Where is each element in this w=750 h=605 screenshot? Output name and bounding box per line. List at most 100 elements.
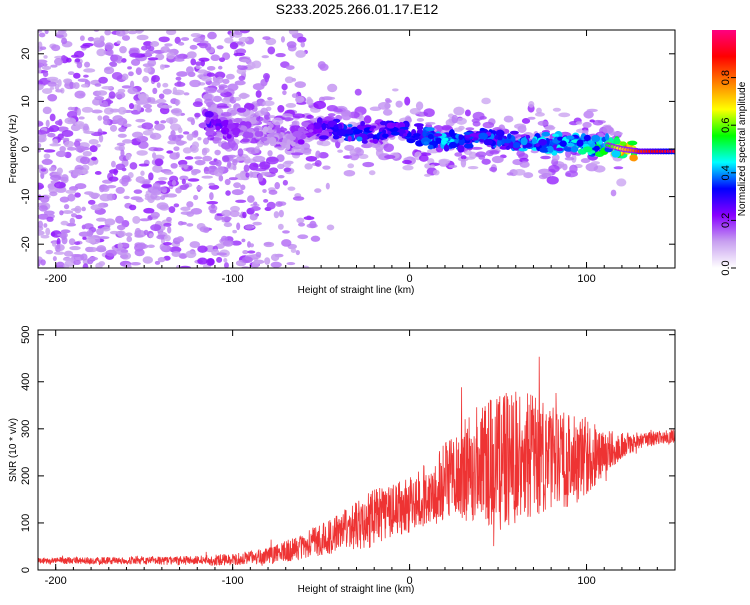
spectrogram-halo-blob [315, 150, 321, 159]
spectrogram-noise-blob [67, 106, 74, 111]
spectrogram-halo-blob [404, 96, 411, 106]
spectrogram-noise-blob [43, 223, 48, 228]
spectrogram-noise-blob [153, 154, 165, 161]
spectrogram-noise-blob [126, 236, 133, 243]
spectrogram-noise-blob [63, 204, 70, 210]
spectrogram-noise-blob [240, 184, 246, 191]
spectrogram-noise-blob [38, 83, 44, 91]
spectrogram-noise-blob [160, 195, 166, 201]
spectrogram-noise-blob [165, 117, 178, 124]
spectrogram-ridge-blob [204, 110, 214, 118]
spectrogram-halo-blob [333, 108, 343, 113]
spectrogram-noise-blob [203, 86, 210, 91]
spectrogram-noise-blob [123, 123, 132, 128]
spectrogram-noise-blob [201, 175, 214, 179]
spectrogram-halo-blob [268, 115, 276, 119]
spectrogram-noise-blob [121, 242, 130, 248]
spectrogram-noise-blob [66, 57, 72, 63]
spectrogram-halo-blob [418, 154, 429, 162]
spectrogram-ridge-blob [627, 140, 638, 146]
spectrogram-noise-blob [176, 71, 188, 77]
spectrogram-halo-blob [392, 88, 399, 92]
spectrogram-ridge-blob [268, 136, 277, 145]
snr-ylabel: SNR (10 * v/v) [8, 418, 19, 482]
spectrogram-noise-blob [306, 215, 312, 219]
spectrogram-noise-blob [222, 155, 230, 163]
spectrogram-halo-blob [314, 159, 322, 167]
spectrogram-noise-blob [125, 232, 133, 237]
spectrogram-noise-blob [255, 251, 262, 258]
spectrogram-noise-blob [39, 195, 50, 203]
snr-xtick-label: -100 [222, 575, 244, 587]
spectrogram-halo-blob [259, 161, 271, 170]
spectrogram-ridge-blob [427, 144, 434, 150]
spectrogram-noise-blob [198, 57, 210, 62]
spectrogram-ridge-blob [620, 141, 627, 146]
spectrogram-noise-blob [174, 58, 185, 62]
spectrogram-noise-blob [104, 218, 116, 226]
spectrogram-halo-blob [481, 97, 491, 105]
spectrogram-noise-blob [78, 116, 85, 120]
spectrogram-noise-blob [310, 235, 321, 242]
spectrogram-noise-blob [101, 85, 113, 90]
spectrogram-noise-blob [187, 178, 200, 182]
spectrogram-noise-blob [270, 261, 282, 268]
spectrogram-noise-blob [170, 162, 178, 169]
spectrogram-noise-blob [88, 238, 96, 245]
spectrogram-noise-blob [118, 56, 123, 60]
spectrogram-noise-blob [82, 123, 89, 131]
spectrogram-noise-blob [121, 85, 132, 89]
spectrogram-noise-blob [277, 174, 285, 179]
spectrogram-noise-blob [197, 69, 208, 74]
spectrogram-noise-blob [76, 107, 82, 116]
spectrogram-noise-blob [87, 199, 96, 205]
spectrogram-ridge-blob [593, 145, 600, 151]
spectrogram-noise-blob [167, 226, 172, 234]
spectrogram-noise-blob [117, 106, 127, 115]
spectrogram-noise-blob [38, 62, 45, 68]
spectrogram-noise-blob [241, 238, 246, 243]
spectrogram-noise-blob [39, 46, 47, 51]
spectrogram-noise-blob [147, 244, 155, 248]
spectrogram-noise-blob [295, 50, 306, 58]
spectrogram-ridge-blob [469, 133, 477, 137]
spectrogram-halo-blob [252, 155, 266, 163]
spectrogram-noise-blob [169, 246, 182, 253]
spectrogram-noise-blob [263, 199, 269, 203]
spectrogram-halo-blob [256, 140, 264, 148]
spectrogram-noise-blob [193, 130, 199, 136]
spectrogram-noise-blob [192, 101, 203, 108]
spectrogram-noise-blob [108, 169, 119, 174]
spectrogram-noise-blob [166, 51, 176, 60]
spectrogram-halo-blob [613, 166, 624, 170]
spectrogram-noise-blob [88, 138, 99, 145]
spectrogram-noise-blob [158, 93, 165, 100]
spectrogram-ridge-blob [253, 127, 260, 132]
spectrogram-halo-blob [254, 146, 260, 154]
spectrogram-halo-blob [582, 121, 592, 128]
spectrogram-noise-blob [209, 209, 217, 214]
spectrogram-ridge-blob [563, 147, 574, 152]
spectrogram-noise-blob [260, 171, 272, 176]
spectrogram-noise-blob [59, 210, 64, 216]
spectrogram-noise-blob [178, 253, 188, 259]
spectrogram-noise-blob [193, 156, 203, 160]
spectrogram-noise-blob [116, 40, 121, 45]
spectrogram-noise-blob [148, 172, 154, 181]
spectrogram-noise-blob [157, 257, 166, 263]
spectrogram-noise-blob [202, 137, 210, 145]
spectrogram-noise-blob [41, 88, 53, 94]
spectrogram-halo-blob [514, 123, 527, 130]
spectrogram-ridge-blob [332, 135, 340, 140]
spectrogram-noise-blob [187, 117, 195, 122]
spectrogram-noise-blob [157, 186, 168, 192]
spectrogram-noise-blob [80, 156, 90, 165]
spectrogram-noise-blob [156, 82, 161, 89]
spectrogram-noise-blob [61, 137, 70, 141]
spectrogram-halo-blob [465, 127, 475, 131]
spectrogram-noise-blob [214, 149, 221, 156]
spectrogram-noise-blob [221, 97, 232, 104]
spectrogram-noise-blob [38, 220, 44, 229]
spectrogram-noise-blob [179, 175, 189, 181]
spectrogram-ridge-blob [557, 136, 564, 141]
